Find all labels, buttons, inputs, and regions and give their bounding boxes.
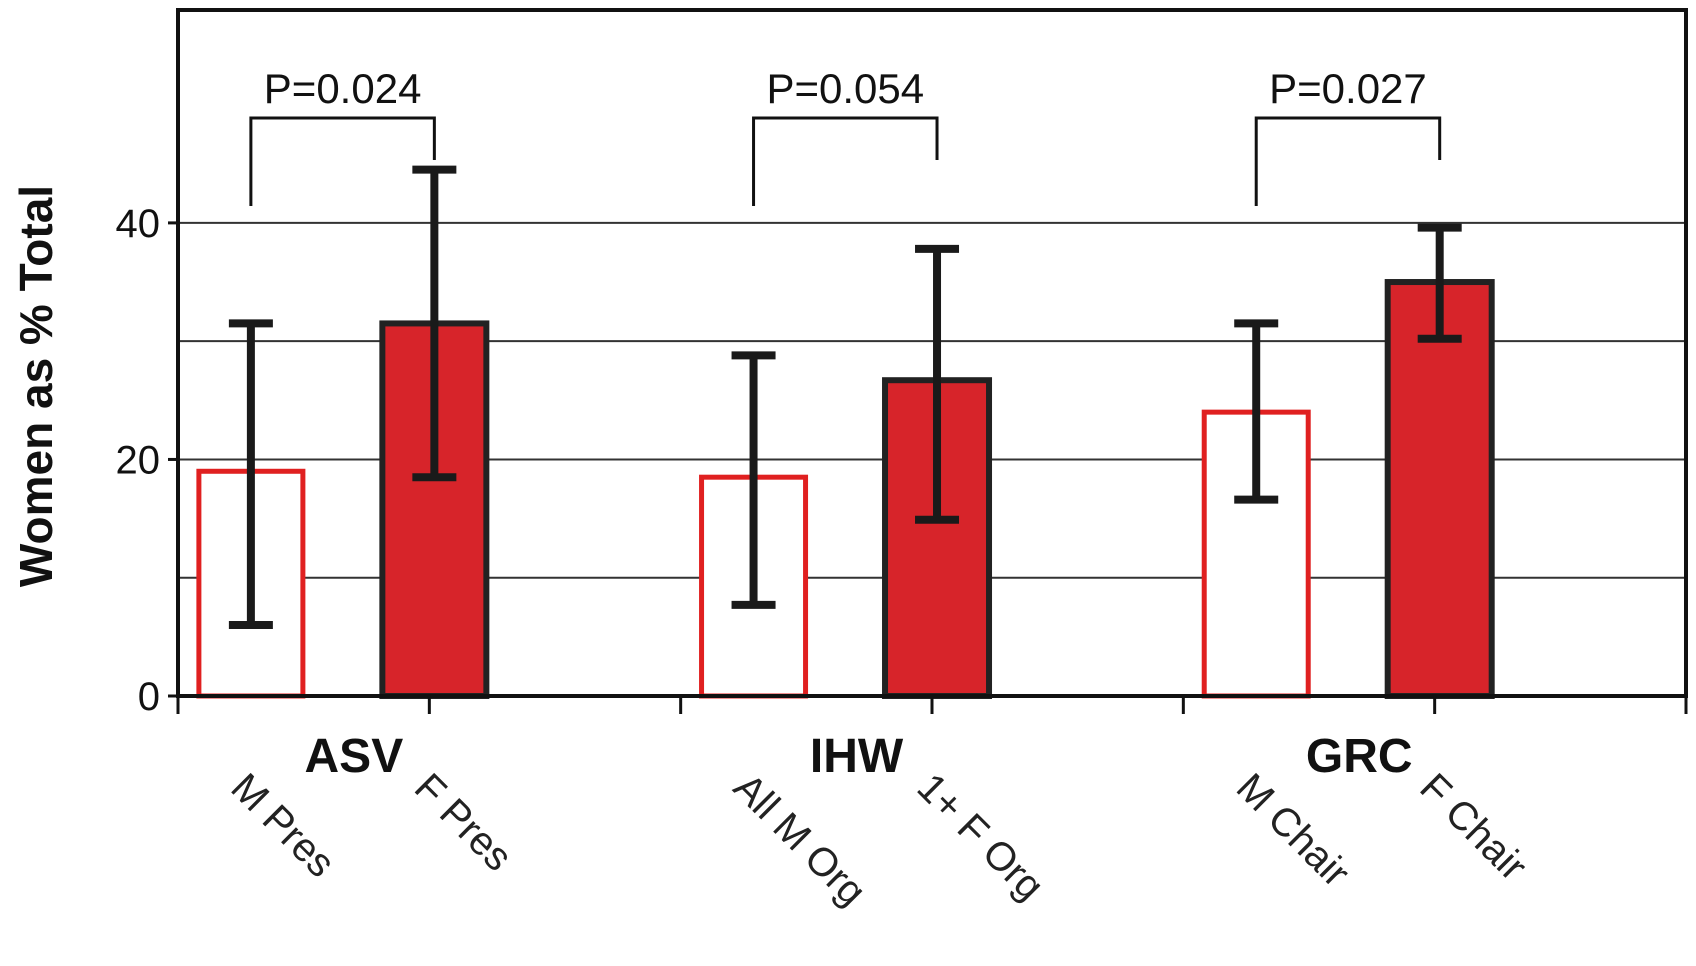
group-label: IHW	[810, 730, 904, 783]
y-tick-label: 20	[116, 438, 161, 482]
group-label: ASV	[305, 730, 404, 783]
p-value-label: P=0.024	[264, 65, 422, 112]
significance-bracket	[752, 116, 939, 206]
bar	[1384, 279, 1495, 699]
category-label: All M Org	[725, 765, 874, 914]
category-label: 1+ F Org	[909, 765, 1053, 909]
y-tick-label: 0	[138, 675, 160, 719]
y-axis-ticks: 0 20 40	[116, 202, 178, 719]
category-label: F Chair	[1411, 765, 1535, 889]
significance-bracket	[1254, 116, 1442, 206]
category-label: M Pres	[223, 765, 344, 886]
category-label: M Chair	[1228, 765, 1358, 895]
y-tick-label: 40	[116, 202, 161, 246]
significance-brackets: P=0.024 P=0.054 P=0.027	[249, 65, 1442, 206]
x-axis-ticks	[176, 696, 1688, 714]
significance-bracket	[249, 116, 436, 206]
y-axis-label: Women as % Total	[10, 185, 62, 587]
bars	[196, 279, 1495, 699]
p-value-label: P=0.054	[766, 65, 924, 112]
error-bars	[228, 165, 1462, 630]
group-label: GRC	[1306, 730, 1413, 783]
p-value-label: P=0.027	[1269, 65, 1427, 112]
category-label: F Pres	[406, 765, 520, 879]
